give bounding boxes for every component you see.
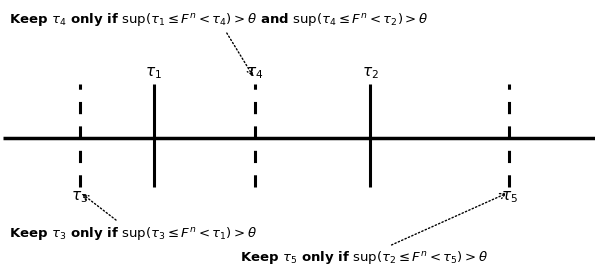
Text: Keep $\tau_3$ only if $\mathrm{sup}(\tau_3 \leq F^n < \tau_1) > \theta$: Keep $\tau_3$ only if $\mathrm{sup}(\tau… [9, 195, 257, 242]
Text: $\tau_1$: $\tau_1$ [145, 65, 162, 81]
Text: Keep $\tau_5$ only if $\mathrm{sup}(\tau_2 \leq F^n < \tau_5) > \theta$: Keep $\tau_5$ only if $\mathrm{sup}(\tau… [240, 194, 505, 266]
Text: $\tau_5$: $\tau_5$ [501, 189, 518, 205]
Text: $\tau_2$: $\tau_2$ [362, 65, 379, 81]
Text: $\tau_4$: $\tau_4$ [246, 65, 263, 81]
Text: Keep $\tau_4$ only if $\mathrm{sup}(\tau_1 \leq F^n < \tau_4) > \theta$ and $\ma: Keep $\tau_4$ only if $\mathrm{sup}(\tau… [9, 11, 428, 75]
Text: $\tau_3$: $\tau_3$ [71, 189, 89, 205]
